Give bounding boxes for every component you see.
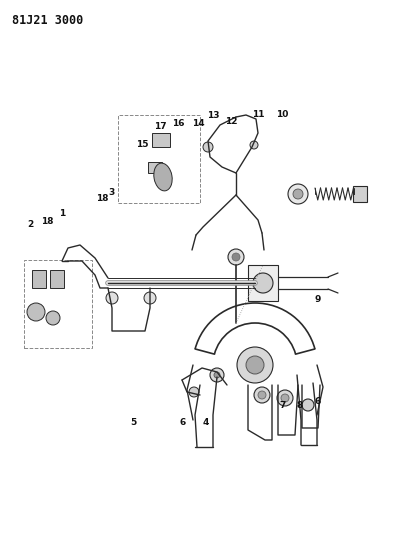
Bar (353, 186, 367, 202)
Text: 81J21 3000: 81J21 3000 (12, 14, 83, 27)
Text: 4: 4 (203, 418, 209, 427)
Text: 16: 16 (172, 119, 185, 128)
Bar (32, 270, 46, 288)
Bar (152, 133, 170, 147)
Text: 12: 12 (224, 117, 237, 126)
Text: 1: 1 (59, 209, 65, 217)
Circle shape (254, 387, 270, 403)
Text: 8: 8 (296, 401, 302, 409)
Text: 3: 3 (108, 189, 115, 197)
Bar (24, 260, 92, 348)
Circle shape (144, 292, 156, 304)
Text: 11: 11 (252, 110, 264, 119)
Text: 2: 2 (27, 221, 34, 229)
Bar (118, 115, 200, 203)
Circle shape (214, 372, 220, 378)
Circle shape (250, 141, 258, 149)
Circle shape (246, 356, 264, 374)
Text: 6: 6 (179, 418, 185, 427)
Circle shape (281, 394, 289, 402)
Bar (248, 265, 278, 301)
Circle shape (27, 303, 45, 321)
Circle shape (203, 142, 213, 152)
Circle shape (258, 391, 266, 399)
Circle shape (277, 390, 293, 406)
Circle shape (228, 249, 244, 265)
Text: 7: 7 (279, 401, 286, 409)
Text: 9: 9 (314, 295, 321, 304)
Text: 15: 15 (136, 141, 149, 149)
Ellipse shape (154, 163, 172, 191)
Circle shape (46, 311, 60, 325)
Circle shape (253, 273, 273, 293)
Text: 10: 10 (275, 110, 288, 119)
Circle shape (232, 253, 240, 261)
Bar (50, 270, 64, 288)
Circle shape (106, 292, 118, 304)
Bar (148, 162, 162, 173)
Text: 18: 18 (41, 217, 53, 225)
Text: 14: 14 (192, 119, 205, 128)
Text: 18: 18 (96, 194, 109, 203)
Circle shape (210, 368, 224, 382)
Circle shape (302, 399, 314, 411)
Circle shape (237, 347, 273, 383)
Text: 13: 13 (207, 111, 220, 120)
Text: 17: 17 (154, 123, 166, 131)
Circle shape (293, 189, 303, 199)
Circle shape (189, 387, 199, 397)
Circle shape (288, 184, 308, 204)
Text: 6: 6 (314, 397, 320, 406)
Text: 5: 5 (130, 418, 137, 427)
